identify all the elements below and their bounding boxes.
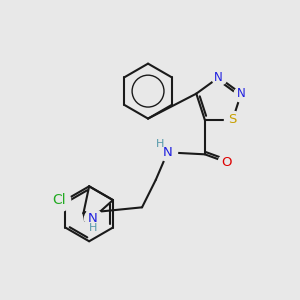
Text: H: H xyxy=(155,139,164,148)
Text: N: N xyxy=(163,146,172,159)
Text: H: H xyxy=(89,223,98,233)
Text: N: N xyxy=(237,87,245,100)
Text: O: O xyxy=(221,156,232,169)
Text: N: N xyxy=(88,212,98,225)
Text: N: N xyxy=(214,71,223,84)
Text: S: S xyxy=(228,113,237,127)
Text: Cl: Cl xyxy=(52,193,66,207)
